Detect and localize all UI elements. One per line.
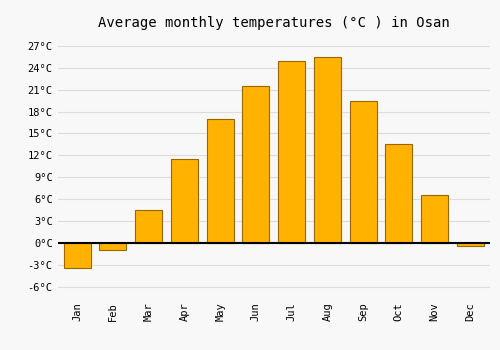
- Bar: [64, 243, 90, 268]
- Bar: [100, 243, 126, 250]
- Bar: [314, 57, 341, 243]
- Title: Average monthly temperatures (°C ) in Osan: Average monthly temperatures (°C ) in Os…: [98, 16, 450, 30]
- Bar: [242, 86, 270, 243]
- Bar: [386, 144, 412, 243]
- Bar: [278, 61, 305, 243]
- Bar: [171, 159, 198, 243]
- Bar: [206, 119, 234, 243]
- Bar: [350, 101, 376, 243]
- Bar: [135, 210, 162, 243]
- Bar: [421, 195, 448, 243]
- Bar: [457, 243, 483, 246]
